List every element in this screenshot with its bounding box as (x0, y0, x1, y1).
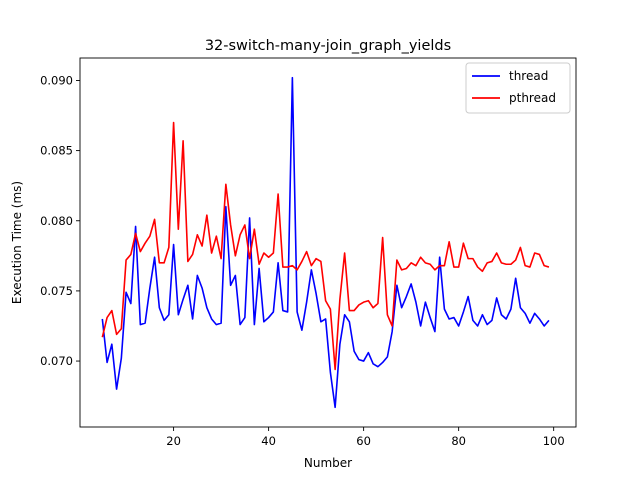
series-layer (101, 76, 550, 409)
legend-label-pthread: pthread (509, 91, 556, 105)
x-tick-label: 40 (261, 434, 276, 448)
x-tick-label: 20 (166, 434, 181, 448)
x-tick-label: 100 (543, 434, 565, 448)
series-line-thread (101, 76, 550, 409)
y-axis-label: Execution Time (ms) (10, 181, 24, 304)
plot-frame (79, 57, 577, 428)
y-tick-label: 0.080 (40, 214, 73, 228)
x-tick-label: 80 (451, 434, 466, 448)
y-tick-label: 0.070 (40, 354, 73, 368)
series-line-pthread (101, 121, 550, 371)
chart-title: 32-switch-many-join_graph_yields (205, 38, 451, 54)
legend-label-thread: thread (509, 69, 548, 83)
legend: thread pthread (465, 62, 571, 114)
x-tick-label: 60 (356, 434, 371, 448)
y-tick-label: 0.085 (40, 144, 73, 158)
y-tick-label: 0.075 (40, 284, 73, 298)
y-axis: 0.070 0.075 0.080 0.085 0.090 (40, 73, 80, 368)
x-axis: 20 40 60 80 100 (166, 427, 565, 448)
x-axis-label: Number (304, 456, 352, 470)
y-tick-label: 0.090 (40, 73, 73, 87)
